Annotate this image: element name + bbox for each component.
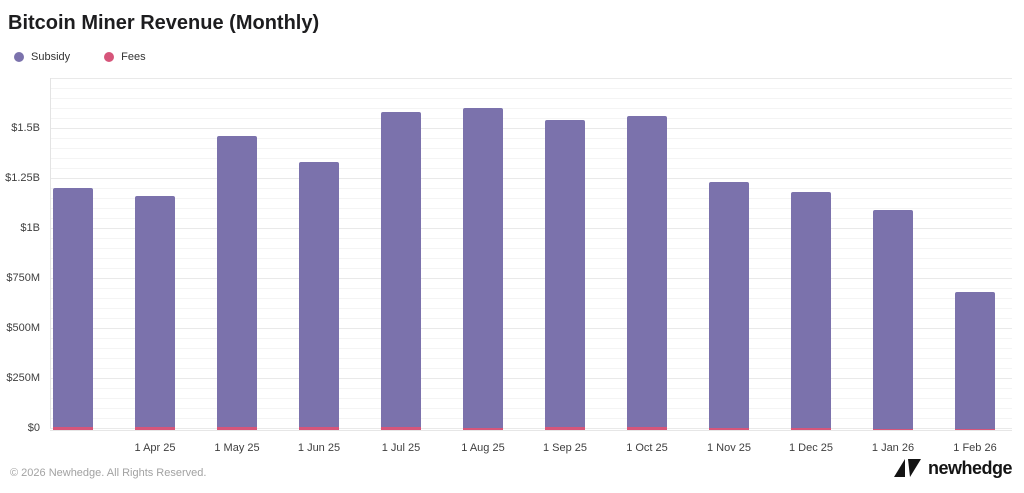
gridline (50, 278, 1012, 279)
x-axis-tick-label: 1 Jul 25 (381, 442, 421, 454)
bar-subsidy-1 Feb 26[interactable] (955, 292, 995, 430)
subsidy-legend-dot-icon (14, 52, 24, 62)
bar-subsidy-1 May 25[interactable] (217, 136, 257, 430)
gridline (50, 378, 1012, 379)
bar-subsidy-1 Dec 25[interactable] (791, 192, 831, 430)
y-axis-tick-label: $750M (6, 272, 40, 284)
bar-subsidy-1 Aug 25[interactable] (463, 108, 503, 430)
page-title: Bitcoin Miner Revenue (Monthly) (8, 12, 320, 34)
gridline (50, 228, 1012, 229)
y-axis-tick-label: $500M (6, 322, 40, 334)
bar-fees-1 Jan 26[interactable] (873, 428, 913, 430)
bar-fees-1 Jun 25[interactable] (299, 427, 339, 430)
bar-subsidy-1 Jan 26[interactable] (873, 210, 913, 430)
copyright-text: © 2026 Newhedge. All Rights Reserved. (10, 467, 207, 479)
y-axis-tick-label: $1.25B (5, 172, 40, 184)
bar-subsidy-1 Jun 25[interactable] (299, 162, 339, 430)
gridline (50, 288, 1012, 289)
gridline (50, 158, 1012, 159)
legend-item-fees[interactable]: Fees (104, 51, 146, 63)
bar-subsidy-first[interactable] (53, 188, 93, 430)
gridline (50, 428, 1012, 429)
y-axis-tick-label: $250M (6, 372, 40, 384)
gridline (50, 208, 1012, 209)
x-axis-tick-label: 1 Aug 25 (461, 442, 505, 454)
legend-label-subsidy: Subsidy (31, 51, 71, 63)
gridline (50, 118, 1012, 119)
bar-fees-first[interactable] (53, 427, 93, 430)
gridline (50, 258, 1012, 259)
gridline (50, 348, 1012, 349)
legend-item-subsidy[interactable]: Subsidy (14, 51, 70, 63)
gridline (50, 148, 1012, 149)
x-axis-tick-label: 1 Feb 26 (953, 442, 997, 454)
bar-fees-1 Oct 25[interactable] (627, 427, 667, 430)
gridline (50, 388, 1012, 389)
gridline (50, 398, 1012, 399)
gridline (50, 138, 1012, 139)
bar-fees-1 Feb 26[interactable] (955, 428, 995, 430)
gridline (50, 188, 1012, 189)
y-axis-tick-label: $0 (27, 422, 40, 434)
x-axis-tick-label: 1 May 25 (214, 442, 260, 454)
y-axis-line (50, 78, 51, 428)
bar-fees-1 Jul 25[interactable] (381, 427, 421, 430)
gridline (50, 358, 1012, 359)
gridline (50, 308, 1012, 309)
bar-subsidy-1 Apr 25[interactable] (135, 196, 175, 430)
bar-fees-1 Sep 25[interactable] (545, 427, 585, 430)
bar-fees-1 Aug 25[interactable] (463, 427, 503, 430)
newhedge-logo-icon (893, 459, 921, 477)
gridline (50, 78, 1012, 79)
x-axis-tick-label: 1 Dec 25 (788, 442, 834, 454)
bar-fees-1 Apr 25[interactable] (135, 427, 175, 430)
gridline (50, 268, 1012, 269)
gridline (50, 168, 1012, 169)
x-axis-tick-label: 1 Apr 25 (134, 442, 176, 454)
x-axis-line (50, 430, 1012, 431)
bar-fees-1 Nov 25[interactable] (709, 427, 749, 430)
gridline (50, 98, 1012, 99)
bar-subsidy-1 Sep 25[interactable] (545, 120, 585, 430)
x-axis-tick-label: 1 Jun 25 (297, 442, 341, 454)
newhedge-logo-text: newhedge (927, 458, 1013, 478)
gridline (50, 338, 1012, 339)
y-axis-tick-label: $1.5B (11, 122, 40, 134)
fees-legend-dot-icon (104, 52, 115, 62)
bar-subsidy-1 Jul 25[interactable] (381, 112, 421, 430)
gridline (50, 318, 1012, 319)
x-axis-tick-label: 1 Jan 26 (871, 442, 915, 454)
legend-label-fees: Fees (121, 51, 146, 63)
newhedge-brand: newhedge (893, 458, 1013, 479)
y-axis-tick-label: $1B (20, 222, 40, 234)
x-axis-tick-label: 1 Oct 25 (626, 442, 668, 454)
gridline (50, 178, 1012, 179)
gridline (50, 108, 1012, 109)
gridline (50, 418, 1012, 419)
gridline (50, 128, 1012, 129)
gridline (50, 408, 1012, 409)
gridline (50, 198, 1012, 199)
chart-legend: Subsidy Fees (14, 51, 146, 63)
x-axis-tick-label: 1 Nov 25 (706, 442, 752, 454)
gridline (50, 248, 1012, 249)
gridline (50, 298, 1012, 299)
bar-subsidy-1 Oct 25[interactable] (627, 116, 667, 430)
bar-fees-1 Dec 25[interactable] (791, 427, 831, 430)
gridline (50, 238, 1012, 239)
gridline (50, 88, 1012, 89)
bar-fees-1 May 25[interactable] (217, 427, 257, 430)
x-axis-tick-label: 1 Sep 25 (542, 442, 588, 454)
gridline (50, 218, 1012, 219)
gridline (50, 368, 1012, 369)
gridline (50, 328, 1012, 329)
bar-subsidy-1 Nov 25[interactable] (709, 182, 749, 430)
